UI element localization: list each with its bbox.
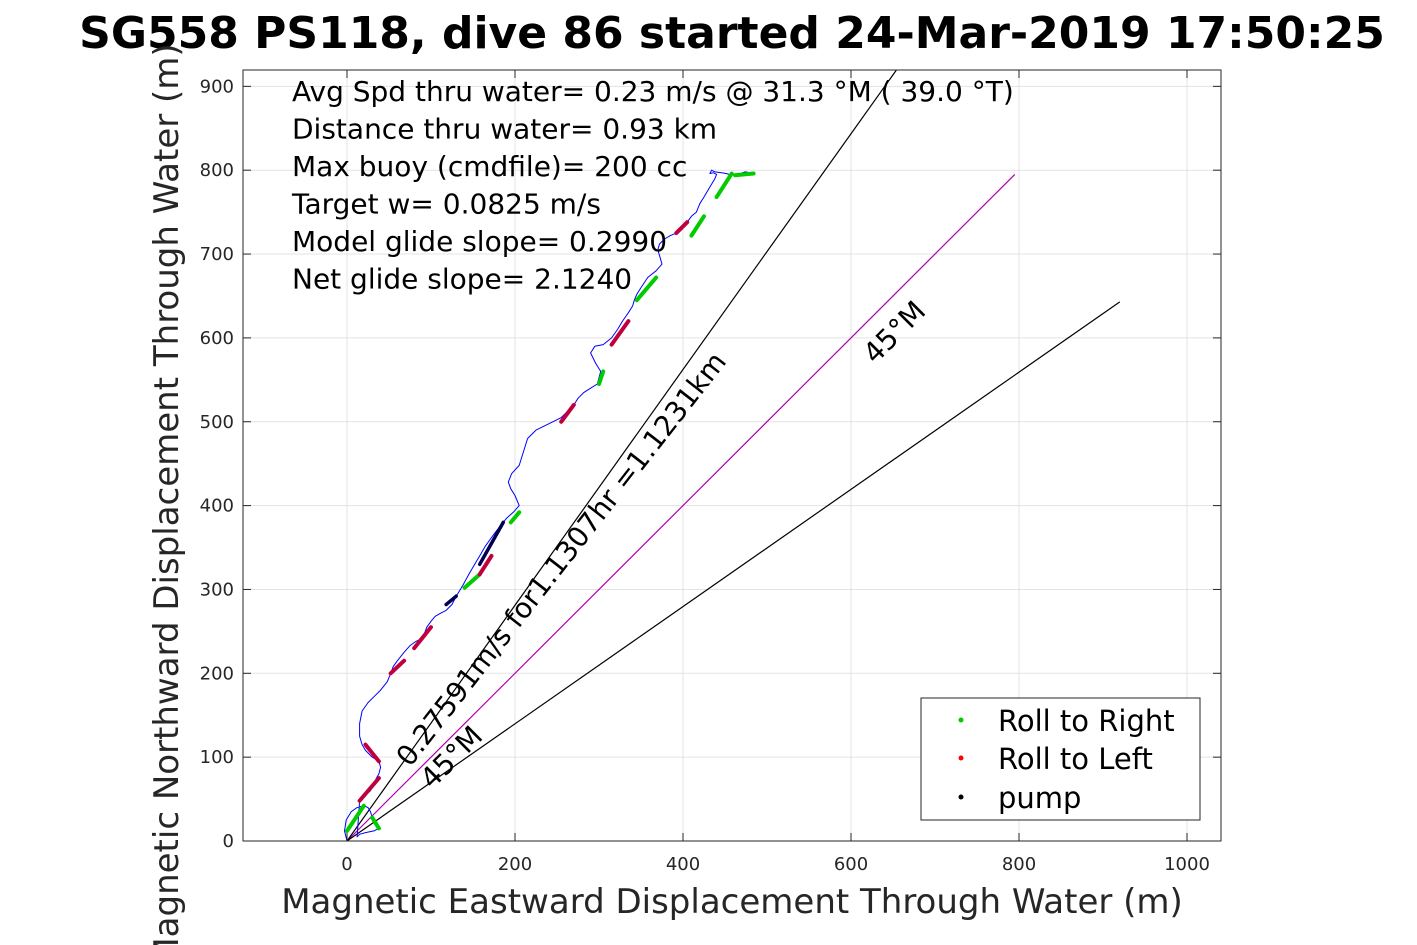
x-tick-label: 0 bbox=[341, 854, 352, 875]
series-layer bbox=[344, 70, 1121, 841]
y-tick-label: 600 bbox=[200, 328, 234, 349]
annotation-line: Avg Spd thru water= 0.23 m/s @ 31.3 °M (… bbox=[292, 75, 1014, 108]
x-tick-label: 800 bbox=[1002, 854, 1036, 875]
x-tick-label: 400 bbox=[666, 854, 700, 875]
roll-left-segment bbox=[412, 625, 433, 651]
roll-left-segment bbox=[559, 402, 576, 424]
y-tick-label: 400 bbox=[200, 496, 234, 517]
annotation-line: Target w= 0.0825 m/s bbox=[291, 188, 601, 221]
y-axis-label: Magnetic Northward Displacement Through … bbox=[147, 43, 187, 945]
roll-left-segment bbox=[388, 658, 407, 676]
roll-right-segment bbox=[462, 572, 482, 590]
y-tick-label: 300 bbox=[200, 579, 234, 600]
annotation-line: Max buoy (cmdfile)= 200 cc bbox=[292, 150, 687, 183]
roll-right-segment bbox=[733, 171, 756, 178]
roll-right-segment bbox=[597, 369, 606, 387]
y-tick-label: 200 bbox=[200, 663, 234, 684]
chart-title: SG558 PS118, dive 86 started 24-Mar-2019… bbox=[79, 8, 1385, 59]
legend-marker-roll-left bbox=[958, 755, 964, 761]
x-tick-label: 600 bbox=[834, 854, 868, 875]
legend-marker-pump bbox=[958, 794, 964, 800]
roll-left-segment bbox=[477, 553, 494, 577]
roll-left-segment bbox=[609, 319, 631, 347]
legend-box bbox=[920, 697, 1201, 821]
legend-label-roll-right: Roll to Right bbox=[998, 704, 1175, 738]
y-tick-label: 100 bbox=[200, 747, 234, 768]
annotation-block: Avg Spd thru water= 0.23 m/s @ 31.3 °M (… bbox=[291, 75, 1014, 296]
pump-segment bbox=[477, 520, 505, 567]
y-tick-label: 800 bbox=[200, 160, 234, 181]
annotation-line: Distance thru water= 0.93 km bbox=[292, 113, 717, 146]
y-tick-label: 0 bbox=[223, 831, 234, 852]
x-tick-label: 200 bbox=[498, 854, 532, 875]
roll-right-segment bbox=[634, 275, 659, 303]
y-tick-label: 900 bbox=[200, 76, 234, 97]
y-tick-label: 700 bbox=[200, 244, 234, 265]
legend-label-roll-left: Roll to Left bbox=[998, 742, 1153, 776]
roll-right-segment bbox=[714, 171, 734, 200]
legend-label-pump: pump bbox=[998, 781, 1081, 815]
roll-right-segment bbox=[508, 510, 522, 525]
roll-right-segment bbox=[345, 803, 366, 833]
lower-bound-line bbox=[346, 301, 1121, 841]
roll-left-segment bbox=[674, 220, 690, 236]
tick-layer: 0 200 400 600 800 1000 0 100 200 300 400 500 600 700 8… bbox=[200, 70, 1221, 875]
annotation-line: Net glide slope= 2.1240 bbox=[292, 263, 632, 296]
roll-left-segment bbox=[357, 776, 381, 803]
y-tick-label: 500 bbox=[200, 412, 234, 433]
x-tick-label: 1000 bbox=[1164, 854, 1210, 875]
x-axis-label: Magnetic Eastward Displacement Through W… bbox=[281, 882, 1183, 922]
roll-right-segment bbox=[689, 214, 706, 238]
legend: Roll to Right Roll to Left pump bbox=[920, 697, 1201, 821]
roll-right-segment bbox=[370, 815, 381, 831]
pump-segment bbox=[444, 594, 458, 607]
legend-marker-roll-right bbox=[958, 717, 964, 723]
heading-line bbox=[346, 173, 1016, 841]
upper-bound-line bbox=[346, 70, 898, 841]
annotation-line: Model glide slope= 0.2990 bbox=[292, 225, 667, 258]
axes-box bbox=[242, 69, 1222, 842]
roll-left-segment bbox=[363, 742, 381, 764]
